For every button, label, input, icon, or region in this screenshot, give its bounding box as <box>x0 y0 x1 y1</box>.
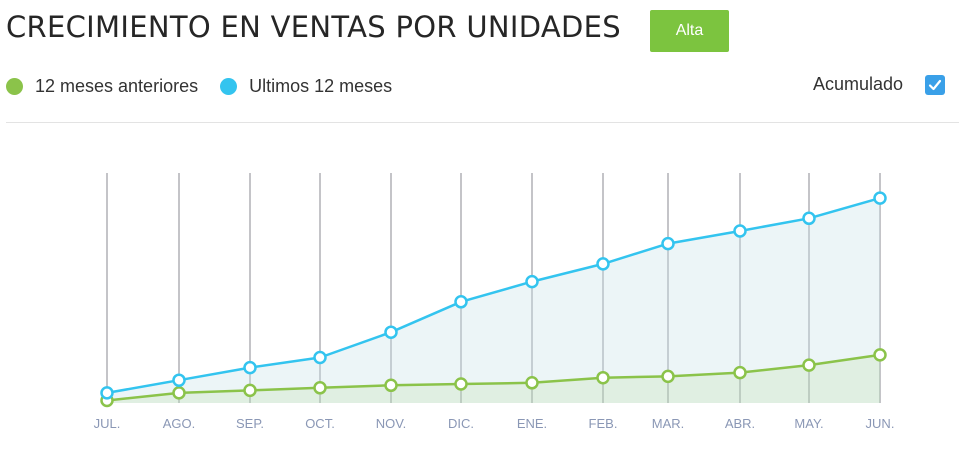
legend-item-current: Ultimos 12 meses <box>220 76 392 97</box>
data-point[interactable] <box>525 376 539 390</box>
x-tick-label: FEB. <box>589 416 618 431</box>
data-point[interactable] <box>873 348 887 362</box>
data-point[interactable] <box>313 350 327 365</box>
data-point[interactable] <box>873 191 887 205</box>
data-point[interactable] <box>525 274 539 289</box>
legend-swatch-previous <box>6 78 23 95</box>
x-tick-label: NOV. <box>376 416 407 431</box>
header-divider <box>6 122 959 123</box>
x-tick-label: ENE. <box>517 416 547 431</box>
legend-label-previous: 12 meses anteriores <box>35 76 199 96</box>
data-point[interactable] <box>802 358 816 372</box>
series-line-0 <box>106 353 881 402</box>
data-point[interactable] <box>454 377 468 391</box>
accumulated-toggle[interactable]: Acumulado <box>813 74 945 95</box>
data-point[interactable] <box>384 378 398 393</box>
chart-legend: 12 meses anteriores Ultimos 12 meses <box>6 76 414 97</box>
accumulated-checkbox[interactable] <box>925 74 945 95</box>
data-point[interactable] <box>172 386 186 400</box>
legend-label-current: Ultimos 12 meses <box>249 76 393 96</box>
data-point[interactable] <box>802 211 816 226</box>
accumulated-label: Acumulado <box>812 74 903 94</box>
data-point[interactable] <box>384 325 398 339</box>
x-tick-label: MAR. <box>652 416 685 431</box>
data-point[interactable] <box>596 370 610 385</box>
x-tick-label: OCT. <box>305 416 335 431</box>
series-area-1 <box>107 198 880 403</box>
legend-swatch-current <box>220 78 238 95</box>
data-point[interactable] <box>733 224 747 238</box>
data-point[interactable] <box>243 383 257 398</box>
series-line-1 <box>106 196 881 395</box>
trend-badge[interactable]: Alta <box>650 10 729 52</box>
series-area-0 <box>107 354 880 403</box>
x-tick-label: JUL. <box>94 416 121 431</box>
legend-item-previous: 12 meses anteriores <box>6 76 198 97</box>
data-point[interactable] <box>661 369 675 384</box>
data-point[interactable] <box>454 295 468 309</box>
x-tick-label: MAY. <box>794 416 823 431</box>
data-point[interactable] <box>100 386 114 400</box>
chart-title: CRECIMIENTO EN VENTAS POR UNIDADES <box>6 10 621 44</box>
check-icon <box>928 79 942 90</box>
data-point[interactable] <box>661 236 675 251</box>
x-tick-label: JUN. <box>866 416 895 431</box>
data-point[interactable] <box>172 373 186 387</box>
x-tick-label: SEP. <box>236 416 264 431</box>
data-point[interactable] <box>596 257 610 271</box>
x-tick-label: ABR. <box>725 416 755 431</box>
data-point[interactable] <box>243 360 257 375</box>
x-tick-label: AGO. <box>163 416 196 431</box>
data-point[interactable] <box>313 381 327 395</box>
x-tick-label: DIC. <box>448 416 474 431</box>
data-point[interactable] <box>733 365 747 380</box>
